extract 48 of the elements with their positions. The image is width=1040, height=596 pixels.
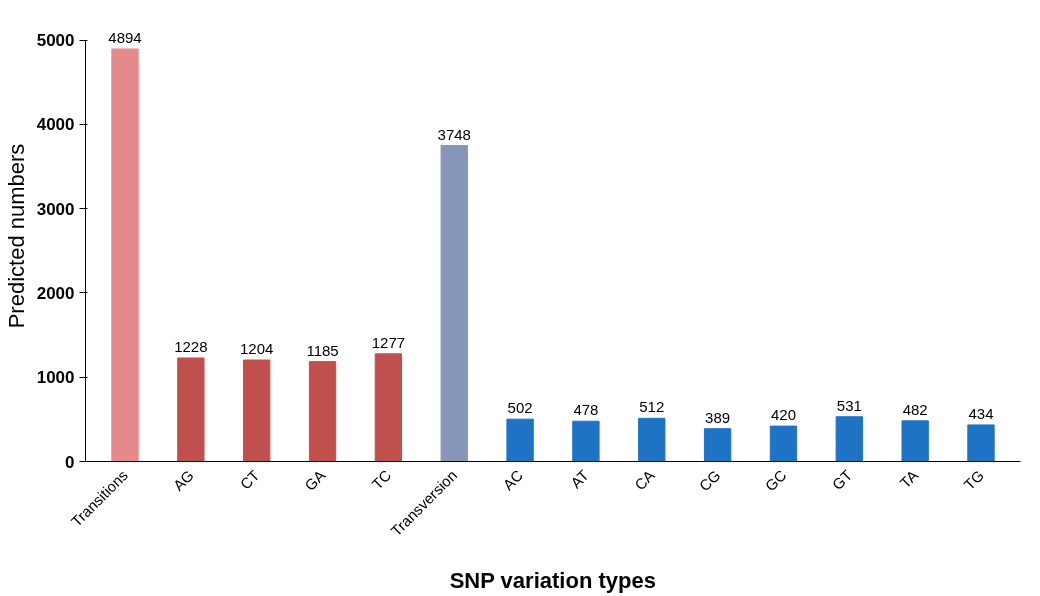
data-label: 3748 [437,125,471,143]
data-label: 478 [573,401,599,419]
bar [440,145,468,462]
bar [835,416,863,462]
y-tick-label: 5000 [36,31,75,50]
data-label: 1228 [174,337,208,355]
data-label: 1185 [306,341,339,359]
data-label: 1204 [240,340,274,357]
bar [967,424,995,462]
x-tick-label: TG [960,466,988,494]
bar [111,48,139,462]
bar [901,420,929,462]
x-tick-label: GT [828,466,856,494]
x-tick-label: TA [896,466,922,492]
data-label: 420 [770,406,796,424]
data-label: 482 [902,400,928,418]
x-tick-label: TC [368,466,395,493]
bar [769,425,798,462]
bar [572,420,600,462]
x-tick-label: CG [695,466,724,495]
bar [177,357,205,462]
y-tick-label: 1000 [36,368,75,388]
y-tick-label: 3000 [36,199,75,219]
y-tick-label: 2000 [36,283,75,303]
x-tick-label: CT [236,466,263,493]
data-label: 502 [507,399,533,417]
y-tick-label: 0 [65,452,75,472]
data-label: 4894 [108,28,142,46]
data-label: 512 [639,398,665,416]
bar [374,353,403,462]
x-axis-title: SNP variation types [449,568,656,594]
data-label: 389 [705,408,731,426]
bar [243,359,271,462]
x-tick-label: GC [761,466,790,495]
x-tick-label: CA [631,466,658,494]
y-tick-label: 4000 [36,115,75,135]
data-label: 434 [968,404,994,422]
data-label: 531 [836,396,862,414]
bar [703,428,732,462]
x-tick-label: AT [567,466,592,492]
data-label: 1277 [371,333,406,351]
x-tick-label: GA [301,466,329,494]
bar [638,417,666,462]
bar [506,418,534,462]
x-tick-label: AC [499,466,527,494]
x-tick-label: AG [169,466,197,494]
y-axis-title: Predicted numbers [3,143,29,329]
bar [308,361,337,462]
